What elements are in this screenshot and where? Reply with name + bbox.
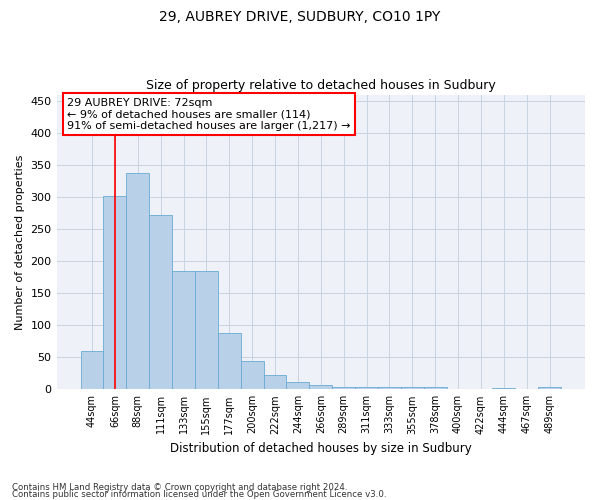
Bar xyxy=(424,388,446,390)
Bar xyxy=(103,196,127,390)
Bar xyxy=(538,388,561,390)
Y-axis label: Number of detached properties: Number of detached properties xyxy=(15,154,25,330)
Bar xyxy=(310,385,332,390)
Text: Contains HM Land Registry data © Crown copyright and database right 2024.: Contains HM Land Registry data © Crown c… xyxy=(12,484,347,492)
Bar xyxy=(446,388,469,390)
Title: Size of property relative to detached houses in Sudbury: Size of property relative to detached ho… xyxy=(146,79,496,92)
Bar xyxy=(195,272,218,390)
Text: 29 AUBREY DRIVE: 72sqm
← 9% of detached houses are smaller (114)
91% of semi-det: 29 AUBREY DRIVE: 72sqm ← 9% of detached … xyxy=(67,98,350,130)
Text: Contains public sector information licensed under the Open Government Licence v3: Contains public sector information licen… xyxy=(12,490,386,499)
Bar xyxy=(493,388,515,390)
Bar xyxy=(355,388,378,390)
Bar xyxy=(149,215,172,390)
Bar xyxy=(332,386,355,390)
Bar xyxy=(263,375,286,390)
Bar xyxy=(127,172,149,390)
Bar xyxy=(218,333,241,390)
Bar xyxy=(172,272,195,390)
Bar xyxy=(378,388,401,390)
Bar xyxy=(286,382,310,390)
Bar xyxy=(80,351,103,390)
Bar xyxy=(241,361,263,390)
Text: 29, AUBREY DRIVE, SUDBURY, CO10 1PY: 29, AUBREY DRIVE, SUDBURY, CO10 1PY xyxy=(160,10,440,24)
X-axis label: Distribution of detached houses by size in Sudbury: Distribution of detached houses by size … xyxy=(170,442,472,455)
Bar xyxy=(401,386,424,390)
